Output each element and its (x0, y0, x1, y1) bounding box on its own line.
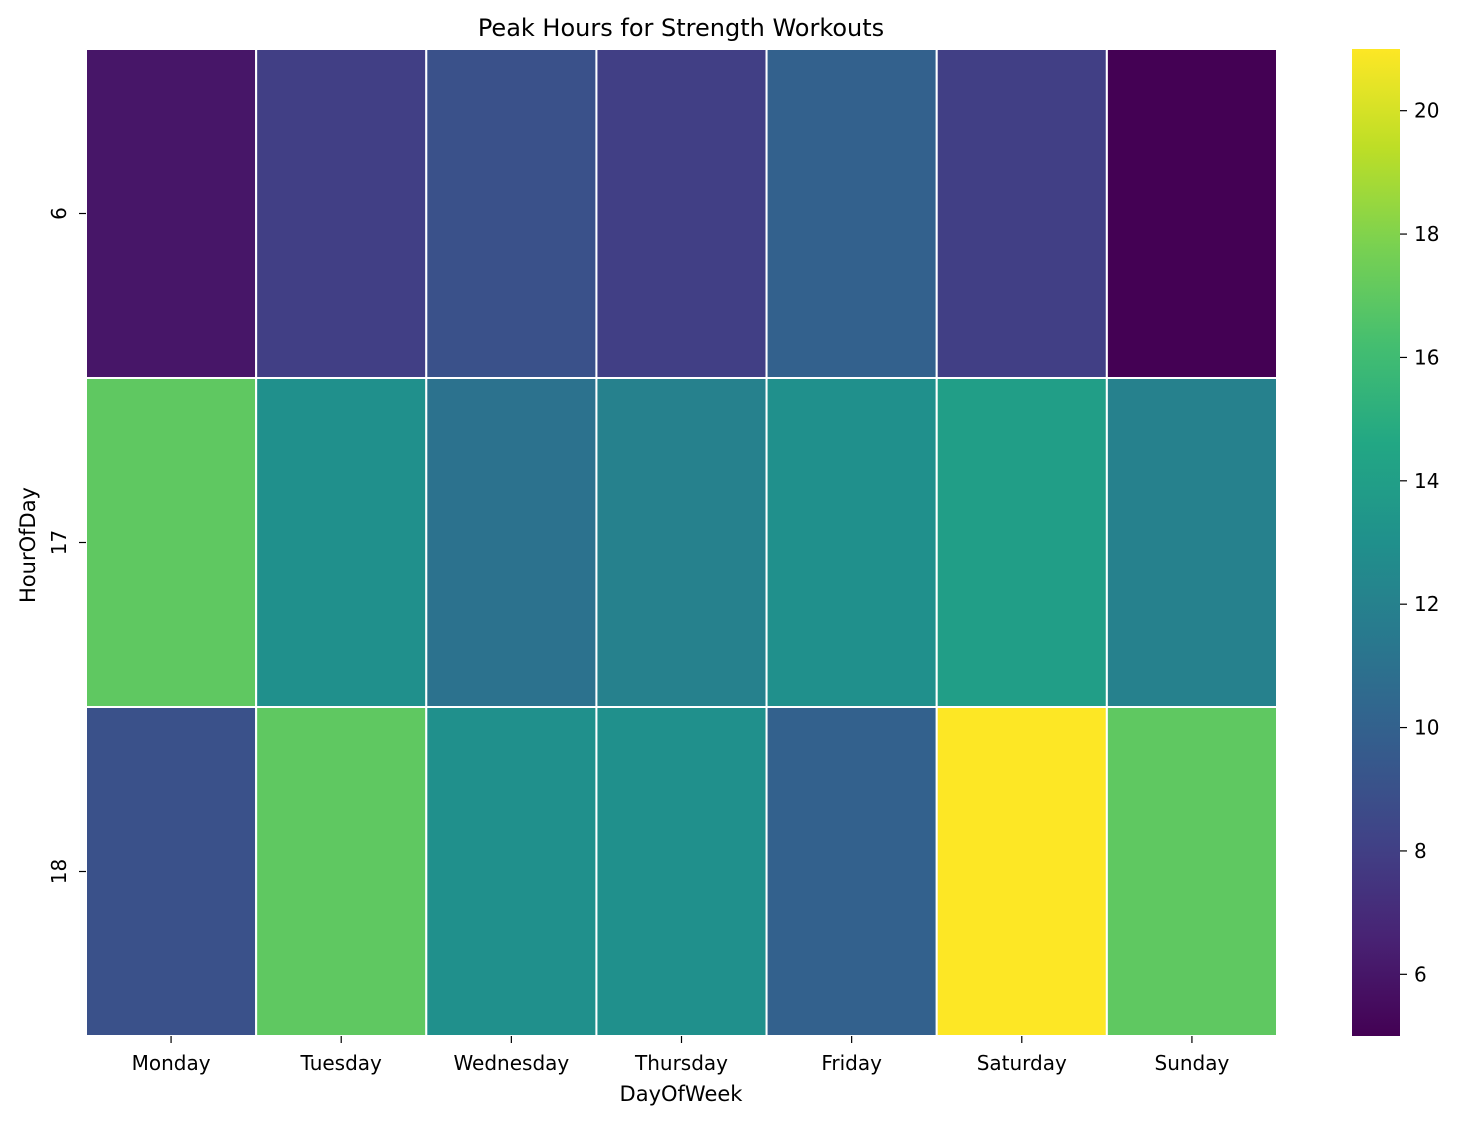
heatmap-cell (425, 48, 598, 379)
heatmap-cell (1105, 377, 1279, 708)
heatmap-cell (85, 706, 258, 1037)
heatmap-cell (935, 706, 1108, 1037)
x-tick-label: Sunday (1155, 1051, 1230, 1075)
colorbar-tick-label: 16 (1414, 345, 1439, 369)
heatmap-cells (85, 48, 1279, 1037)
x-tick-label: Monday (132, 1051, 211, 1075)
heatmap-cell (765, 377, 938, 708)
colorbar-tick-label: 18 (1414, 222, 1439, 246)
y-axis: 6 17 18 (47, 207, 86, 884)
y-axis-label: HourOfDay (16, 487, 40, 603)
heatmap-cell (255, 706, 428, 1037)
heatmap-cell (85, 48, 258, 379)
x-tick-label: Tuesday (300, 1051, 383, 1075)
heatmap-cell (765, 706, 938, 1037)
heatmap-cell (595, 706, 768, 1037)
y-tick-label: 18 (47, 859, 71, 884)
heatmap-cell (425, 706, 598, 1037)
heatmap-cell (1105, 706, 1279, 1037)
chart-title: Peak Hours for Strength Workouts (478, 14, 884, 42)
colorbar-gradient (1352, 49, 1400, 1036)
colorbar-tick-label: 8 (1414, 839, 1427, 863)
x-tick-label: Wednesday (453, 1051, 569, 1075)
heatmap-cell (935, 377, 1108, 708)
heatmap-cell (255, 377, 428, 708)
heatmap-cell (595, 48, 768, 379)
colorbar-tick-label: 6 (1414, 962, 1427, 986)
x-axis-label: DayOfWeek (620, 1082, 744, 1106)
heatmap-cell (1105, 48, 1279, 379)
heatmap-cell (765, 48, 938, 379)
heatmap-cell (425, 377, 598, 708)
colorbar-tick-label: 14 (1414, 469, 1439, 493)
colorbar-tick-label: 10 (1414, 716, 1439, 740)
colorbar: 6 8 10 12 14 16 18 20 (1352, 49, 1439, 1036)
x-tick-label: Thursday (634, 1051, 728, 1075)
heatmap-cell (85, 377, 258, 708)
x-axis: Monday Tuesday Wednesday Thursday Friday Satu… (132, 1036, 1230, 1075)
x-tick-label: Friday (821, 1051, 882, 1075)
y-tick-label: 17 (47, 530, 71, 555)
heatmap-cell (595, 377, 768, 708)
x-tick-label: Saturday (977, 1051, 1067, 1075)
colorbar-tick-label: 12 (1414, 592, 1439, 616)
heatmap-cell (935, 48, 1108, 379)
heatmap-cell (255, 48, 428, 379)
colorbar-tick-label: 20 (1414, 99, 1439, 123)
y-tick-label: 6 (47, 207, 71, 220)
